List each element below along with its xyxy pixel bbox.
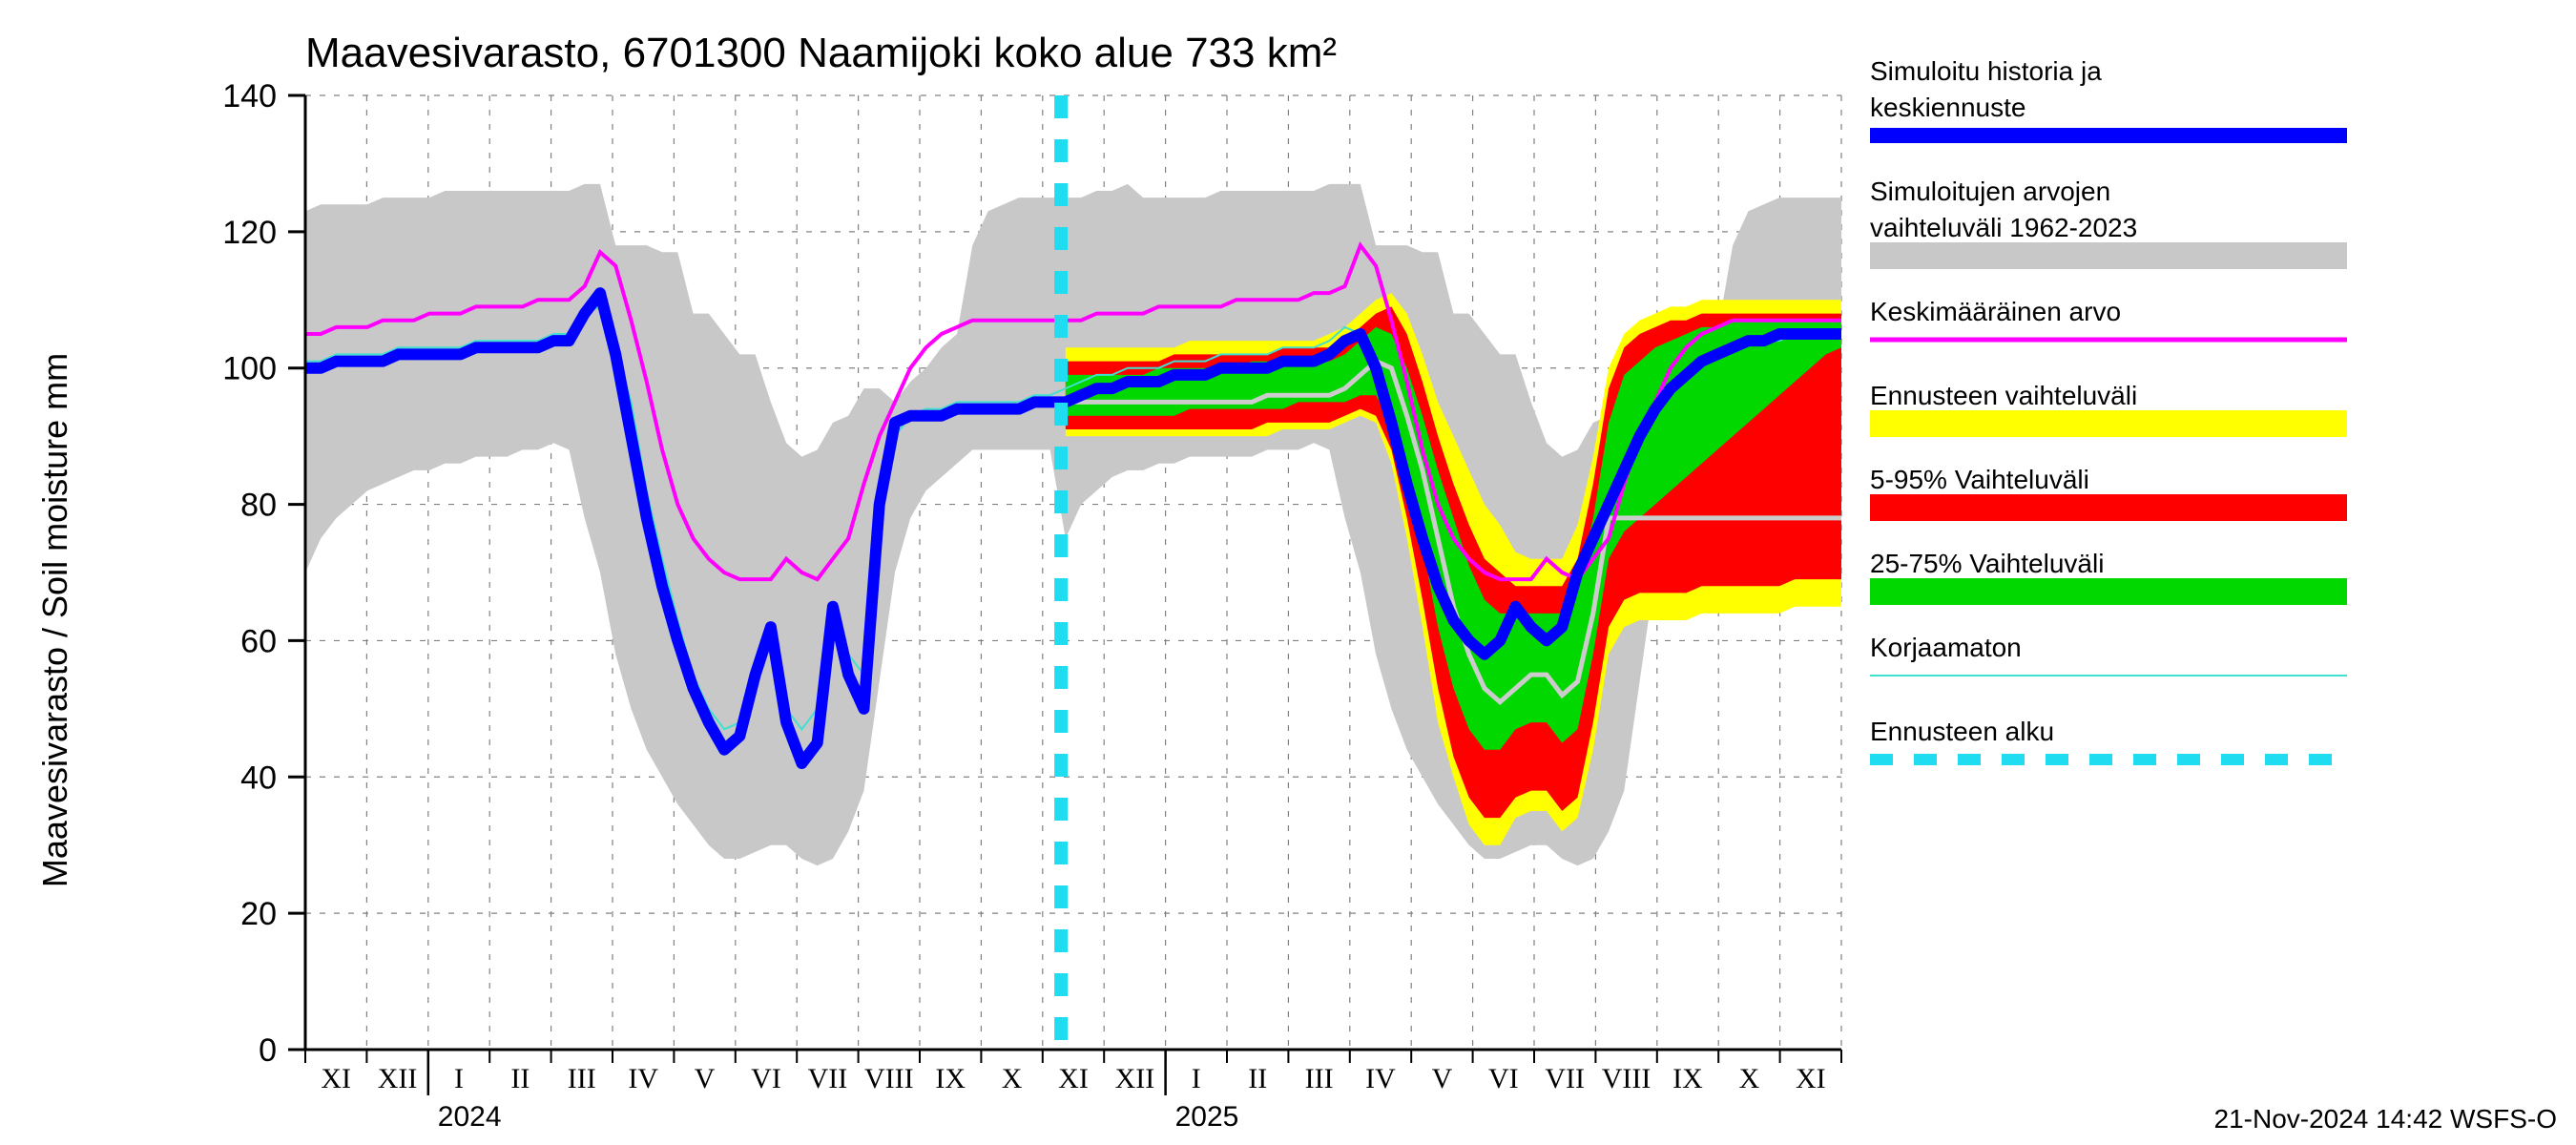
month-label: XI bbox=[1796, 1063, 1826, 1094]
legend-swatch bbox=[1870, 578, 2347, 605]
month-label: II bbox=[1248, 1063, 1267, 1094]
ytick-label: 120 bbox=[222, 215, 277, 251]
legend-label: Ennusteen alku bbox=[1870, 717, 2054, 746]
legend-swatch bbox=[1870, 242, 2347, 269]
year-label: 2025 bbox=[1175, 1101, 1239, 1133]
month-label: VI bbox=[1488, 1063, 1519, 1094]
month-label: VIII bbox=[864, 1063, 914, 1094]
chart-svg: 020406080100120140XIXIIIIIIIIIVVVIVIIVII… bbox=[0, 0, 2576, 1145]
month-label: V bbox=[1432, 1063, 1453, 1094]
month-label: VI bbox=[751, 1063, 781, 1094]
legend-label: vaihteluväli 1962-2023 bbox=[1870, 213, 2137, 242]
ytick-label: 0 bbox=[259, 1032, 277, 1069]
legend-swatch bbox=[1870, 410, 2347, 437]
ytick-label: 20 bbox=[240, 896, 277, 932]
month-label: X bbox=[1002, 1063, 1023, 1094]
month-label: IV bbox=[1365, 1063, 1396, 1094]
month-label: III bbox=[1305, 1063, 1334, 1094]
month-label: XI bbox=[321, 1063, 351, 1094]
month-label: XII bbox=[378, 1063, 418, 1094]
month-label: V bbox=[695, 1063, 716, 1094]
month-label: X bbox=[1739, 1063, 1760, 1094]
legend-label: 5-95% Vaihteluväli bbox=[1870, 465, 2089, 494]
legend-label: Simuloitu historia ja bbox=[1870, 56, 2102, 86]
month-label: I bbox=[454, 1063, 464, 1094]
month-label: IX bbox=[935, 1063, 966, 1094]
month-label: I bbox=[1192, 1063, 1201, 1094]
y-axis-label: Maavesivarasto / Soil moisture mm bbox=[35, 353, 74, 887]
legend-label: 25-75% Vaihteluväli bbox=[1870, 549, 2104, 578]
ytick-label: 80 bbox=[240, 488, 277, 524]
legend-swatch bbox=[1870, 494, 2347, 521]
ytick-label: 100 bbox=[222, 351, 277, 387]
legend-label: Korjaamaton bbox=[1870, 633, 2022, 662]
month-label: VII bbox=[808, 1063, 848, 1094]
ytick-label: 40 bbox=[240, 760, 277, 796]
year-label: 2024 bbox=[438, 1101, 502, 1133]
month-label: III bbox=[568, 1063, 596, 1094]
month-label: XII bbox=[1115, 1063, 1155, 1094]
month-label: XI bbox=[1058, 1063, 1089, 1094]
legend-label: Keskimääräinen arvo bbox=[1870, 297, 2121, 326]
month-label: IV bbox=[628, 1063, 658, 1094]
ytick-label: 60 bbox=[240, 623, 277, 659]
chart-root: 020406080100120140XIXIIIIIIIIIVVVIVIIVII… bbox=[0, 0, 2576, 1145]
month-label: VIII bbox=[1602, 1063, 1652, 1094]
ytick-label: 140 bbox=[222, 78, 277, 114]
chart-title: Maavesivarasto, 6701300 Naamijoki koko a… bbox=[305, 30, 1337, 76]
legend-label: keskiennuste bbox=[1870, 93, 2025, 122]
legend-label: Simuloitujen arvojen bbox=[1870, 177, 2110, 206]
legend-label: Ennusteen vaihteluväli bbox=[1870, 381, 2137, 410]
month-label: IX bbox=[1672, 1063, 1703, 1094]
month-label: II bbox=[510, 1063, 530, 1094]
footer-timestamp: 21-Nov-2024 14:42 WSFS-O bbox=[2214, 1104, 2558, 1134]
month-label: VII bbox=[1545, 1063, 1585, 1094]
